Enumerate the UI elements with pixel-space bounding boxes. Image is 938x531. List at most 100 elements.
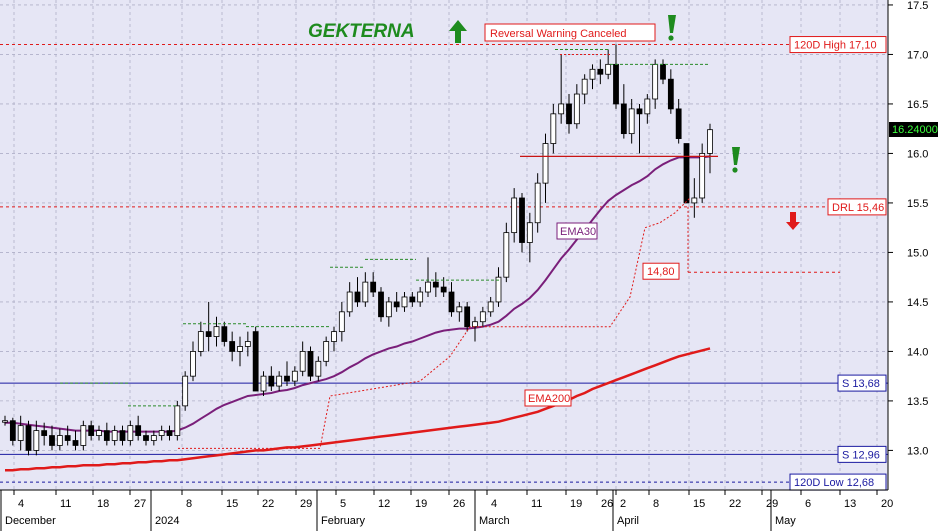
candle-body — [103, 430, 110, 441]
candle-body — [566, 103, 572, 125]
ema30-label: EMA30 — [560, 226, 596, 238]
x-tick-label: 19 — [415, 498, 427, 510]
y-axis: 17.5 17.0 16.5 16.0 15.5 15.0 14.5 14.0 13.5 13.0 — [888, 0, 928, 457]
candle-body — [636, 108, 643, 115]
candle-body — [456, 306, 463, 313]
candle-body — [276, 375, 283, 387]
candle-body — [581, 78, 588, 95]
x-tick-label: 4 — [491, 498, 497, 510]
y-tick-label: 13.5 — [907, 396, 928, 408]
candle-body — [284, 375, 290, 382]
x-tick-label: 22 — [262, 498, 274, 510]
candle-body — [2, 420, 8, 423]
candle-body — [620, 103, 627, 135]
x-tick-label: 13 — [844, 498, 856, 510]
level-label-box — [837, 445, 887, 463]
candle-body — [268, 375, 275, 387]
candle-body — [229, 341, 236, 352]
candle-body — [534, 182, 541, 224]
candle-body — [49, 435, 55, 446]
candle-body — [362, 281, 369, 303]
candle-body — [526, 222, 533, 243]
candle-body — [346, 291, 353, 313]
candle-body — [307, 351, 314, 377]
month-label: 2024 — [155, 515, 179, 527]
candle-body — [41, 430, 48, 436]
y-tick-label: 15.5 — [907, 198, 928, 210]
y-tick-label: 14.0 — [907, 346, 928, 358]
candle-body — [605, 63, 612, 75]
candle-body — [56, 435, 63, 446]
candle-body — [495, 276, 502, 303]
candle-body — [479, 311, 486, 323]
candle-body — [166, 430, 173, 436]
candle-body — [72, 440, 79, 446]
x-tick-label: 12 — [378, 498, 390, 510]
level-label-box — [837, 374, 887, 392]
level-label-box — [789, 36, 887, 54]
month-label: December — [5, 515, 56, 527]
candle-body — [464, 306, 471, 328]
month-label: May — [775, 515, 796, 527]
candle-body — [393, 301, 400, 308]
x-tick-label: 2 — [620, 498, 626, 510]
candle-body — [354, 291, 361, 303]
candle-body — [597, 68, 604, 75]
candle-body — [158, 430, 165, 436]
candle-body — [135, 425, 142, 436]
candle-body — [613, 63, 619, 105]
exclamation-icon-2 — [732, 147, 740, 173]
candle-body — [291, 370, 298, 382]
up-arrow-icon — [449, 20, 467, 43]
candle-body — [127, 425, 134, 441]
candle-body — [417, 291, 424, 303]
candle-body — [197, 331, 204, 352]
exclamation-icon — [668, 15, 676, 41]
level-label: 120D Low 12,68 — [794, 477, 874, 489]
grid — [0, 0, 888, 490]
candle-body — [111, 430, 118, 441]
candle-body — [17, 425, 24, 441]
candle-body — [472, 321, 478, 328]
y-tick-label: 17.0 — [907, 49, 928, 61]
candle-body — [96, 430, 102, 436]
candle-body — [331, 331, 337, 342]
y-tick-label: 16.5 — [907, 99, 928, 111]
candle-body — [88, 425, 95, 436]
level-label: DRL 15,46 — [832, 202, 884, 214]
reversal-box — [484, 23, 656, 42]
ema200-line — [5, 347, 711, 472]
candle-body — [652, 63, 659, 100]
level-label: S 12,96 — [842, 449, 880, 461]
candle-body — [370, 281, 377, 293]
y-tick-label: 15.0 — [907, 247, 928, 259]
candle-body — [378, 291, 384, 318]
candle-body — [503, 232, 510, 278]
candle-body — [550, 113, 557, 144]
candle-body — [589, 68, 596, 80]
candle-body — [25, 425, 32, 451]
candle-body — [205, 331, 212, 337]
level-label: 120D High 17,10 — [794, 40, 877, 52]
candle-body — [425, 281, 431, 293]
x-tick-label: 15 — [693, 498, 705, 510]
stop-trail — [178, 197, 691, 449]
month-label: March — [479, 515, 510, 527]
candle-body — [519, 197, 525, 243]
candle-body — [237, 346, 243, 352]
candle-body — [401, 296, 408, 308]
x-tick-label: 11 — [531, 498, 542, 510]
x-axis: 4 11 18 27 8 15 22 29 5 12 19 26 4 11 19 26 2 8 15 22 29 6 13 2… — [0, 490, 893, 531]
x-tick-label: 20 — [881, 498, 893, 510]
candle-body — [448, 291, 455, 313]
x-tick-label: 5 — [340, 498, 346, 510]
level-14-80-box — [642, 262, 680, 280]
plot-background — [0, 0, 888, 490]
x-tick-label: 27 — [134, 498, 146, 510]
x-tick-label: 6 — [805, 498, 811, 510]
y-tick-label: 13.0 — [907, 445, 928, 457]
level-lines: 120D High 17,10 DRL 15,46 S 13,68 S 12,96 12… — [0, 36, 888, 491]
x-tick-label: 15 — [226, 498, 238, 510]
candle-body — [487, 301, 494, 313]
